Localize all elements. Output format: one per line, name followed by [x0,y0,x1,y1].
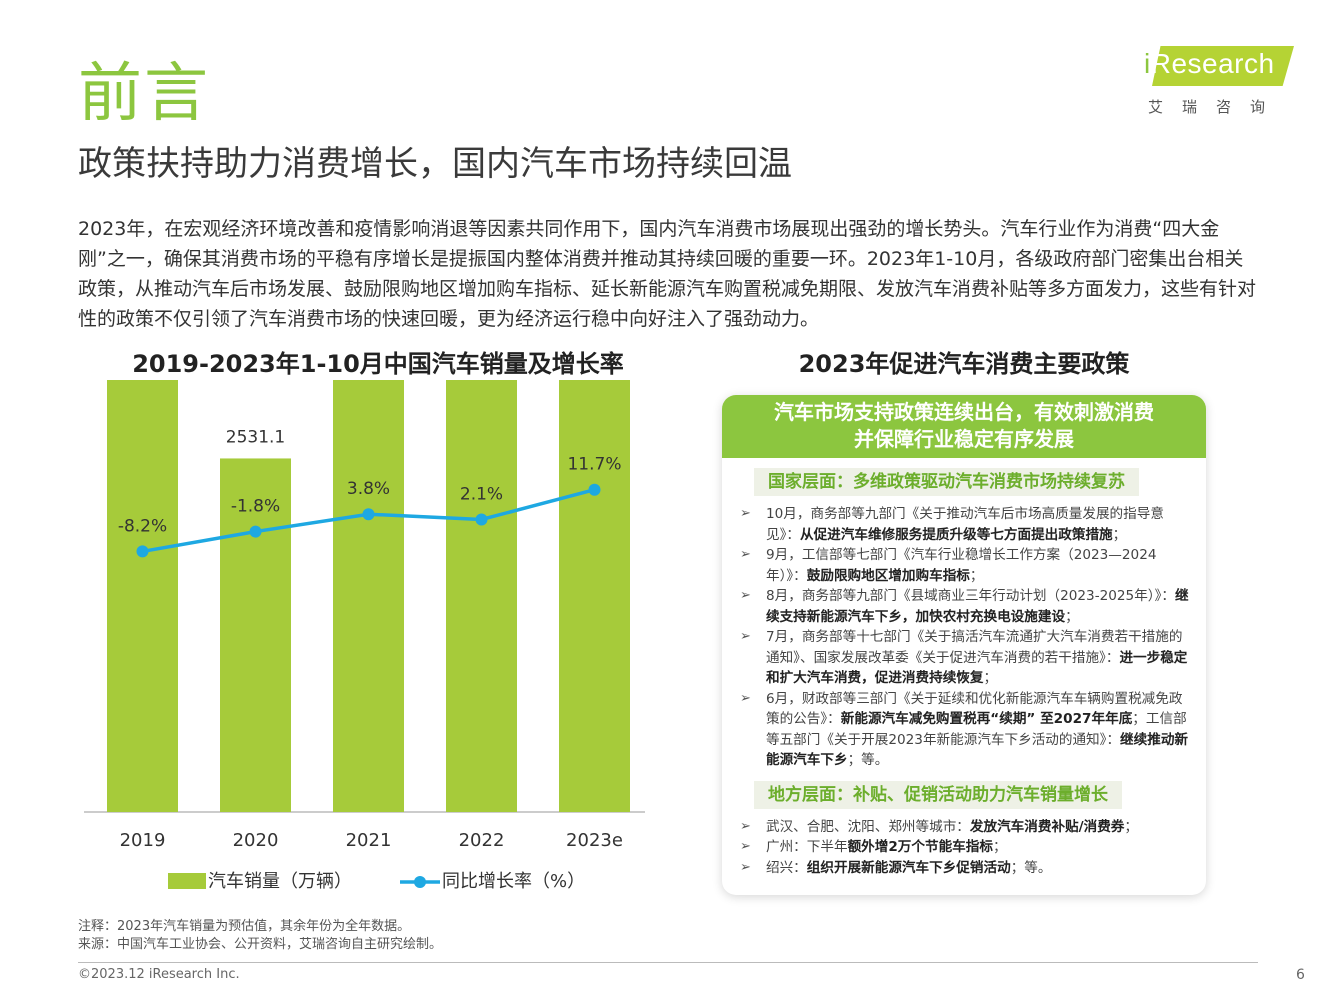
legend-bar-label: 汽车销量（万辆） [208,871,352,892]
list-item: ➢ 绍兴：组织开展新能源汽车下乡促销活动；等。 [740,858,1190,879]
growth-value-label: 11.7% [567,455,621,475]
arrow-bullet-icon: ➢ [740,588,751,603]
growth-value-label: -1.8% [231,497,280,517]
national-level-label: 国家层面：多维政策驱动汽车消费市场持续复苏 [754,468,1139,496]
legend-line-label: 同比增长率（%） [442,871,585,892]
list-item: ➢ 8月，商务部等九部门《县域商业三年行动计划（2023-2025年）》：继续支持… [740,588,1189,625]
x-tick-label: 2023e [566,830,623,851]
policy-headline-line-2: 并保障行业稳定有序发展 [854,427,1074,451]
growth-value-label: 3.8% [347,479,390,499]
page-title: 前言 [78,57,210,131]
arrow-bullet-icon: ➢ [740,506,751,521]
list-item: ➢ 7月，商务部等十七部门《关于搞活汽车流通扩大汽车消费若干措施的通知》、国家发展… [740,629,1188,686]
x-tick-label: 2021 [346,830,392,851]
legend-bar-swatch [168,873,206,889]
list-item: ➢ 6月，财政部等三部门《关于延续和优化新能源汽车车辆购置税减免政策的公告》：新能… [740,690,1189,769]
sales-growth-chart: 2576.920192531.120202627.520212686.42022… [84,380,645,892]
x-tick-label: 2019 [120,830,166,851]
policy-headline-line-1: 汽车市场支持政策连续出台，有效刺激消费 [774,400,1154,424]
growth-value-label: -8.2% [118,516,167,536]
policy-card: 汽车市场支持政策连续出台，有效刺激消费 并保障行业稳定有序发展 国家层面：多维政… [722,395,1206,895]
notes: 注释：2023年汽车销量为预估值，其余年份为全年数据。 来源：中国汽车工业协会、… [78,918,442,954]
local-level-label: 地方层面：补贴、促销活动助力汽车销量增长 [754,780,1122,809]
logo-wordmark: iResearch [1144,48,1275,79]
logo-chinese-name: 艾瑞咨询 [1148,98,1285,116]
note-text: 注释：2023年汽车销量为预估值，其余年份为全年数据。 [78,919,411,934]
growth-point-2020 [249,525,262,538]
growth-point-2021 [362,508,375,521]
logo-band [1152,46,1294,86]
page-subtitle: 政策扶持助力消费增长，国内汽车市场持续回温 [78,144,792,184]
footer-divider [78,962,1258,963]
bar-2023e [559,380,630,812]
legend-line-marker [414,876,426,888]
iresearch-logo: iResearch 艾瑞咨询 [1142,42,1298,122]
intro-paragraph: 2023年，在宏观经济环境改善和疫情影响消退等因素共同作用下，国内汽车消费市场展… [78,218,1257,330]
arrow-bullet-icon: ➢ [740,839,751,854]
arrow-bullet-icon: ➢ [740,690,751,706]
bar-2021 [333,380,404,812]
bar-2020 [220,458,291,812]
chart-title: 2019-2023年1-10月中国汽车销量及增长率 [132,350,624,378]
growth-point-2023e [588,483,601,496]
bar-2019 [107,380,178,812]
growth-point-2019 [136,545,149,558]
list-item: ➢ 10月，商务部等九部门《关于推动汽车后市场高质量发展的指导意见》：从促进汽车维… [740,506,1164,543]
list-item: ➢ 广州：下半年额外增2万个节能车指标； [740,837,1190,858]
arrow-bullet-icon: ➢ [740,547,751,562]
bar-value-label: 2531.1 [226,427,285,447]
national-policy-list: ➢ 10月，商务部等九部门《关于推动汽车后市场高质量发展的指导意见》：从促进汽车维… [722,496,1206,771]
arrow-bullet-icon: ➢ [740,859,751,875]
x-tick-label: 2020 [233,830,279,851]
growth-point-2022 [475,513,488,526]
policy-panel-title: 2023年促进汽车消费主要政策 [798,350,1130,378]
policy-headline: 汽车市场支持政策连续出台，有效刺激消费 并保障行业稳定有序发展 [722,395,1206,458]
x-tick-label: 2022 [459,830,505,851]
list-item: ➢ 9月，工信部等七部门《汽车行业稳增长工作方案（2023—2024年）》：鼓励限… [740,547,1157,584]
page-number: 6 [1296,967,1305,983]
bar-2022 [446,380,517,812]
arrow-bullet-icon: ➢ [740,818,751,834]
copyright: ©2023.12 iResearch Inc. [78,967,240,982]
local-policy-list: ➢ 武汉、合肥、沈阳、郑州等城市：发放汽车消费补贴/消费券； ➢ 广州：下半年额外增… [722,809,1206,879]
source-text: 来源：中国汽车工业协会、公开资料，艾瑞咨询自主研究绘制。 [78,937,443,952]
list-item: ➢ 武汉、合肥、沈阳、郑州等城市：发放汽车消费补贴/消费券； [740,817,1190,838]
growth-value-label: 2.1% [460,484,503,504]
arrow-bullet-icon: ➢ [740,629,751,644]
